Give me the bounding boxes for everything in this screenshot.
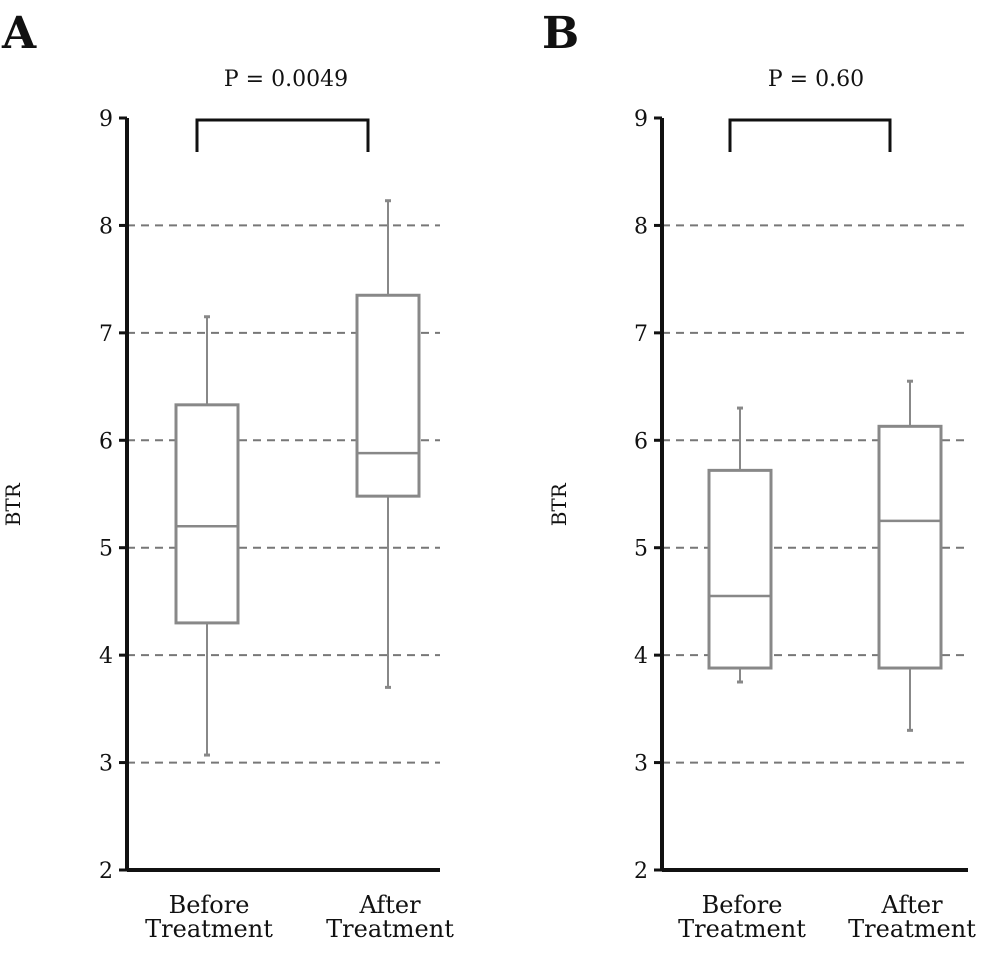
box-before (174, 315, 240, 757)
y-tick-label: 9 (99, 107, 113, 132)
y-tick-label: 8 (99, 214, 113, 239)
iqr-box (877, 424, 943, 670)
y-axis-label: BTR (1, 482, 25, 526)
panel-letter: B (542, 8, 579, 59)
panel-a: A23456789BTRBeforeTreatmentAfterTreatmen… (1, 8, 454, 943)
y-tick-label: 7 (634, 322, 648, 347)
category-label-line2: Treatment (145, 915, 273, 943)
category-label-line1: Before (702, 891, 783, 919)
category-label-line1: Before (169, 891, 250, 919)
p-value-label: P = 0.60 (768, 67, 864, 92)
y-tick-label: 7 (99, 322, 113, 347)
y-tick-label: 3 (99, 752, 113, 777)
panel-letter: A (1, 8, 37, 59)
category-label-line1: After (880, 891, 943, 919)
y-tick-label: 9 (634, 107, 648, 132)
category-label-line2: Treatment (326, 915, 454, 943)
y-tick-label: 5 (634, 537, 648, 562)
iqr-box (355, 293, 421, 498)
category-label-line2: Treatment (678, 915, 806, 943)
y-tick-label: 2 (634, 859, 648, 884)
category-label-line2: Treatment (848, 915, 976, 943)
y-tick-label: 4 (634, 644, 648, 669)
panel-b: B23456789BTRBeforeTreatmentAfterTreatmen… (542, 8, 976, 943)
iqr-box (707, 468, 773, 670)
y-tick-label: 4 (99, 644, 113, 669)
y-tick-label: 6 (634, 429, 648, 454)
y-tick-label: 6 (99, 429, 113, 454)
p-value-label: P = 0.0049 (224, 67, 348, 92)
box-after (355, 199, 421, 689)
y-axis-label: BTR (547, 482, 571, 526)
significance-bracket (728, 118, 892, 152)
y-tick-label: 8 (634, 214, 648, 239)
significance-bracket (195, 118, 370, 152)
iqr-box (174, 403, 240, 625)
box-after (877, 379, 943, 732)
y-tick-label: 3 (634, 752, 648, 777)
box-before (707, 406, 773, 684)
y-tick-label: 2 (99, 859, 113, 884)
y-tick-label: 5 (99, 537, 113, 562)
category-label-line1: After (358, 891, 421, 919)
